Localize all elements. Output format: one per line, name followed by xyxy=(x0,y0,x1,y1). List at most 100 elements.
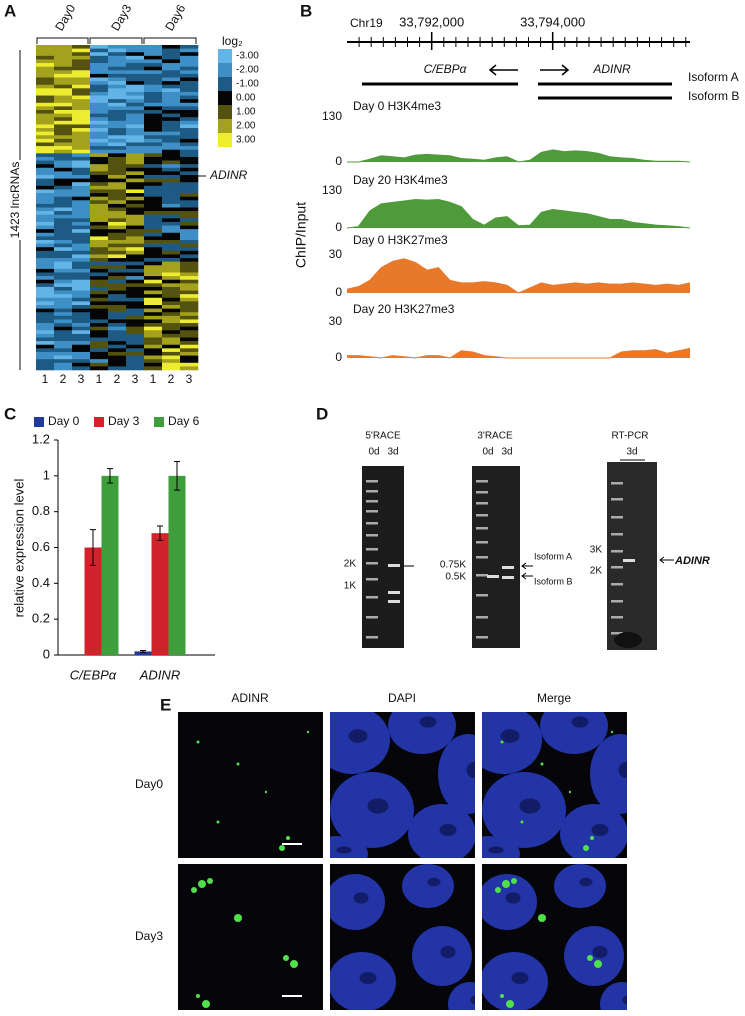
heatmap-cell xyxy=(144,138,163,143)
heatmap-cell xyxy=(72,232,91,237)
heatmap-cell xyxy=(72,185,91,190)
nucleus xyxy=(600,982,627,1010)
heatmap-cell xyxy=(144,45,163,49)
heatmap-cell xyxy=(144,265,163,270)
heatmap-cell xyxy=(144,200,163,205)
heatmap-cell xyxy=(180,124,199,129)
heatmap-cell xyxy=(126,258,145,262)
gel-title: 3'RACE xyxy=(477,431,513,442)
heatmap-cell xyxy=(162,91,181,96)
heatmap-cell xyxy=(90,247,109,252)
legend-swatch xyxy=(34,417,44,427)
legend-label: -3.00 xyxy=(236,51,259,62)
heatmap-cell xyxy=(72,315,91,320)
heatmap-cell xyxy=(126,70,145,75)
heatmap-cell xyxy=(54,279,73,284)
heatmap-cell xyxy=(108,323,127,327)
heatmap-cell xyxy=(90,276,109,281)
heatmap-cell xyxy=(36,120,55,125)
heatmap-cell xyxy=(144,106,163,111)
heatmap-cell xyxy=(54,283,73,288)
heatmap-cell xyxy=(36,330,55,335)
heatmap-cell xyxy=(108,301,127,306)
heatmap-cell xyxy=(108,333,127,338)
heatmap-cell xyxy=(126,344,145,349)
heatmap-cell xyxy=(162,315,181,320)
heatmap-cell xyxy=(72,351,91,356)
heatmap-cell xyxy=(72,229,91,234)
heatmap-cell xyxy=(144,319,163,324)
rna-spot xyxy=(587,955,593,961)
heatmap-cell xyxy=(180,351,199,356)
heatmap-cell xyxy=(72,70,91,75)
heatmap-cell xyxy=(108,124,127,129)
gel-title: 5'RACE xyxy=(365,431,401,442)
heatmap-cell xyxy=(108,138,127,143)
y-tick-label: 0.6 xyxy=(32,539,50,554)
heatmap-cell xyxy=(126,113,145,118)
heatmap-cell xyxy=(54,182,73,187)
heatmap-cell xyxy=(54,156,73,161)
heatmap-cell xyxy=(36,236,55,241)
heatmap-cell xyxy=(162,214,181,219)
heatmap-cell xyxy=(54,113,73,118)
rna-spot xyxy=(286,836,290,840)
heatmap-cell xyxy=(90,146,109,151)
gel-image xyxy=(362,466,404,648)
rna-spot xyxy=(198,880,206,888)
heatmap-cell xyxy=(54,52,73,57)
heatmap-cell xyxy=(72,182,91,187)
heatmap-cell xyxy=(90,106,109,111)
column-group: Day0 xyxy=(52,2,78,34)
heatmap-cell xyxy=(90,59,109,64)
heatmap-cell xyxy=(54,254,73,259)
heatmap-cell xyxy=(162,189,181,194)
heatmap-cell xyxy=(180,286,199,291)
legend-swatch xyxy=(218,119,232,133)
heatmap-cell xyxy=(90,135,109,140)
heatmap-cell xyxy=(108,351,127,356)
rna-spot xyxy=(202,1000,210,1008)
heatmap-cell xyxy=(162,258,181,262)
heatmap-cell xyxy=(180,63,199,67)
nucleolus xyxy=(488,846,504,854)
heatmap-cell xyxy=(90,66,109,71)
y-tick-label: 0 xyxy=(335,350,342,364)
heatmap-cell xyxy=(72,63,91,67)
heatmap-cell xyxy=(54,247,73,252)
heatmap-cell xyxy=(180,59,199,64)
heatmap-cell xyxy=(144,117,163,122)
track-signal xyxy=(347,347,691,359)
heatmap-cell xyxy=(36,268,55,273)
heatmap-cell xyxy=(54,99,73,104)
heatmap-cell xyxy=(126,160,145,165)
heatmap-cell xyxy=(180,156,199,161)
heatmap-cell xyxy=(90,294,109,299)
track-fill xyxy=(347,199,690,228)
heatmap-cell xyxy=(54,214,73,219)
heatmap-cell xyxy=(126,120,145,125)
heatmap-cell xyxy=(126,52,145,57)
heatmap-cell xyxy=(90,258,109,262)
heatmap-cell xyxy=(144,63,163,67)
heatmap-cell xyxy=(162,138,181,143)
heatmap-cell xyxy=(126,55,145,60)
heatmap-cell xyxy=(108,283,127,288)
y-tick-label: 130 xyxy=(322,183,342,197)
nucleolus xyxy=(466,762,475,778)
heatmap-cell xyxy=(54,120,73,125)
rna-spot xyxy=(500,740,504,744)
nucleolus xyxy=(353,892,369,904)
heatmap-cell xyxy=(90,229,109,234)
heatmap-cell xyxy=(90,254,109,259)
heatmap-cell xyxy=(36,240,55,244)
heatmap-cell xyxy=(54,146,73,151)
track-fill xyxy=(347,149,690,162)
ladder-band xyxy=(366,636,378,639)
heatmap-cell xyxy=(54,91,73,96)
heatmap-cell xyxy=(162,128,181,132)
heatmap-cell xyxy=(144,120,163,125)
heatmap-cell xyxy=(108,211,127,216)
heatmap-cell xyxy=(90,261,109,266)
heatmap-cell xyxy=(36,207,55,212)
